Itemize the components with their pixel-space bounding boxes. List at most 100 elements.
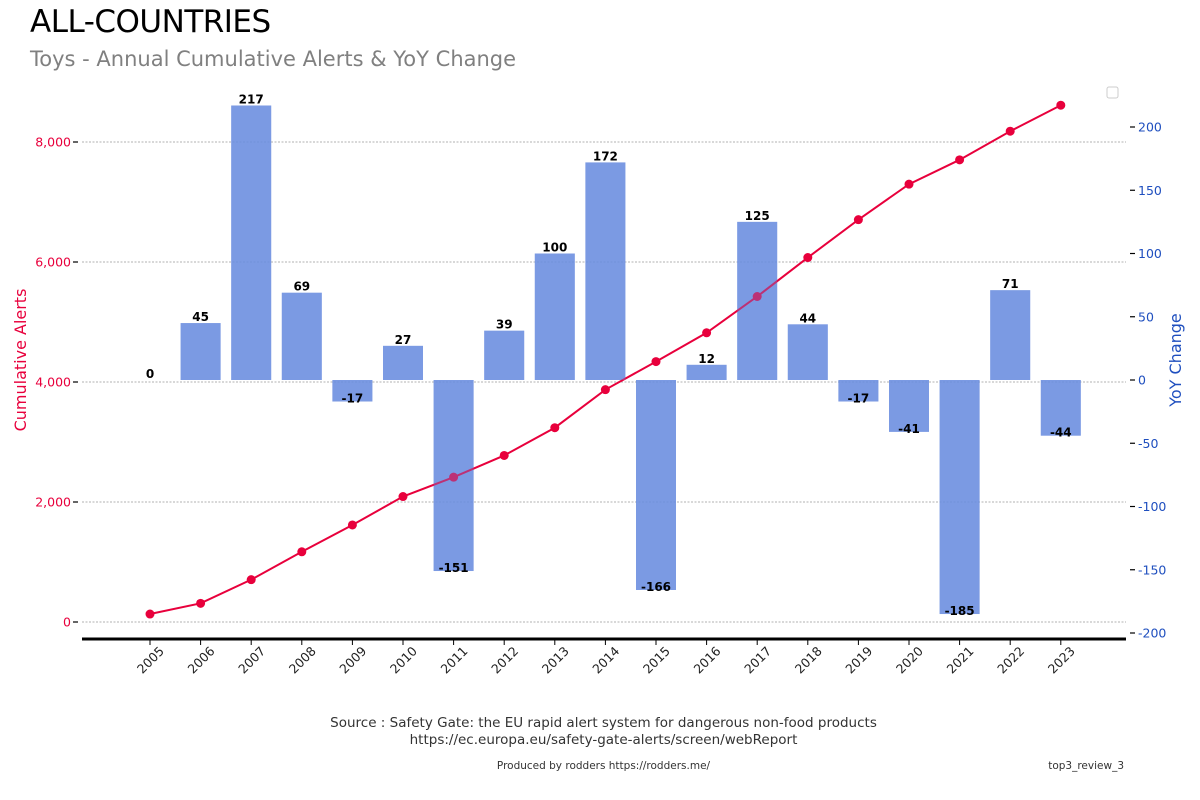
x-tick-label: 2018 — [792, 643, 825, 676]
cumulative-point[interactable] — [246, 575, 256, 585]
cumulative-point[interactable] — [955, 155, 965, 165]
bar-value-label: -185 — [945, 604, 975, 618]
cumulative-point[interactable] — [398, 492, 408, 502]
right-tick-label: 0 — [1138, 373, 1146, 388]
bar-value-label: -166 — [641, 580, 671, 594]
left-tick-label: 4,000 — [35, 375, 71, 390]
x-tick-label: 2021 — [944, 643, 977, 676]
yoy-bar[interactable] — [939, 380, 980, 615]
bar-value-label: -151 — [439, 561, 469, 575]
right-tick-label: -50 — [1138, 436, 1158, 451]
cumulative-point[interactable] — [803, 253, 813, 263]
yoy-bar[interactable] — [686, 364, 727, 380]
x-tick-label: 2014 — [589, 643, 622, 676]
left-tick-label: 0 — [63, 615, 71, 630]
chart-subtitle: Toys - Annual Cumulative Alerts & YoY Ch… — [30, 47, 517, 71]
right-axis: 200 150 100 50 0 -50 -100 -150 -200 — [1130, 120, 1166, 641]
legend-box[interactable] — [1106, 86, 1119, 99]
right-tick-label: -100 — [1138, 499, 1166, 514]
x-tick-label: 2008 — [286, 643, 319, 676]
source-note: Source : Safety Gate: the EU rapid alert… — [0, 715, 1200, 749]
cumulative-point[interactable] — [853, 215, 863, 225]
x-tick-label: 2009 — [336, 643, 369, 676]
cumulative-point[interactable] — [347, 520, 357, 530]
yoy-bar[interactable] — [990, 290, 1031, 380]
cumulative-point[interactable] — [1056, 100, 1066, 110]
cumulative-point[interactable] — [651, 357, 661, 367]
x-tick-label: 2006 — [185, 643, 218, 676]
left-axis: 0 2,000 4,000 6,000 8,000 — [35, 135, 78, 630]
cumulative-point[interactable] — [499, 450, 509, 460]
bar-value-label: -17 — [342, 392, 364, 406]
yoy-bar[interactable] — [484, 330, 525, 380]
bar-value-label: -41 — [898, 422, 920, 436]
yoy-bar[interactable] — [636, 380, 676, 590]
cumulative-point[interactable] — [145, 609, 155, 619]
bar-value-label: -44 — [1050, 426, 1072, 440]
bar-value-label: 44 — [799, 311, 816, 325]
bar-value-label: 100 — [542, 241, 567, 255]
yoy-bar[interactable] — [231, 105, 272, 381]
x-tick-label: 2020 — [893, 643, 926, 676]
left-axis-title: Cumulative Alerts — [11, 289, 30, 432]
bar-value-label: 172 — [593, 149, 618, 163]
x-tick-label: 2011 — [438, 643, 471, 676]
cumulative-point[interactable] — [196, 598, 206, 608]
bar-value-label: 125 — [745, 209, 770, 223]
yoy-bar[interactable] — [332, 380, 373, 402]
cumulative-point[interactable] — [600, 385, 610, 395]
yoy-bar[interactable] — [534, 253, 575, 381]
x-tick-label: 2010 — [387, 643, 420, 676]
x-tick-label: 2023 — [1045, 643, 1078, 676]
yoy-bar[interactable] — [180, 323, 221, 380]
left-tick-label: 2,000 — [35, 495, 71, 510]
bar-value-label: 217 — [239, 92, 264, 106]
left-tick-label: 8,000 — [35, 135, 71, 150]
x-tick-label: 2015 — [640, 643, 673, 676]
x-tick-label: 2005 — [134, 643, 167, 676]
left-tick-label: 6,000 — [35, 255, 71, 270]
yoy-bar[interactable] — [383, 345, 423, 380]
bar-value-label: 27 — [395, 333, 412, 347]
yoy-bar[interactable] — [585, 162, 626, 380]
bar-value-label: 71 — [1002, 277, 1019, 291]
right-tick-label: 50 — [1138, 309, 1154, 324]
yoy-bar[interactable] — [889, 380, 929, 432]
bar-value-label: 39 — [496, 318, 513, 332]
yoy-bar[interactable] — [1040, 380, 1081, 436]
cumulative-point[interactable] — [449, 472, 459, 482]
source-line-1: Source : Safety Gate: the EU rapid alert… — [330, 715, 877, 731]
bar-value-label: 69 — [293, 280, 310, 294]
yoy-bar[interactable] — [281, 292, 322, 380]
yoy-bar[interactable] — [838, 380, 879, 402]
bar-value-label: 0 — [146, 367, 154, 381]
yoy-bars — [180, 105, 1081, 615]
x-tick-label: 2012 — [488, 643, 521, 676]
right-tick-label: 200 — [1138, 120, 1162, 135]
source-line-2: https://ec.europa.eu/safety-gate-alerts/… — [409, 732, 798, 748]
x-tick-label: 2013 — [539, 643, 572, 676]
right-tick-label: -150 — [1138, 562, 1166, 577]
cumulative-point[interactable] — [1005, 126, 1015, 136]
cumulative-point[interactable] — [752, 292, 762, 301]
chart-title: ALL-COUNTRIES — [30, 4, 271, 40]
bar-value-label: 45 — [192, 310, 209, 324]
bar-value-label: 12 — [698, 352, 715, 366]
cumulative-point[interactable] — [702, 328, 712, 338]
chart-tag: top3_review_3 — [1048, 760, 1124, 772]
cumulative-point[interactable] — [550, 423, 560, 433]
x-axis: 2005 2006 2007 2008 2009 2010 2011 2012 2013 2014… — [82, 637, 1126, 677]
bar-value-label: -17 — [848, 392, 870, 406]
x-tick-label: 2019 — [842, 643, 875, 676]
produced-by: Produced by rodders https://rodders.me/ — [496, 760, 711, 772]
right-axis-title: YoY Change — [1166, 313, 1185, 408]
x-tick-label: 2022 — [994, 643, 1027, 676]
bar-labels: 0 45 217 69 -17 27 -151 39 100 172 -166 12 125 44 -17 -… — [146, 92, 1072, 618]
x-tick-label: 2007 — [235, 643, 268, 676]
cumulative-point[interactable] — [904, 179, 914, 189]
right-tick-label: 150 — [1138, 183, 1162, 198]
cumulative-point[interactable] — [297, 547, 307, 557]
x-tick-label: 2016 — [691, 643, 724, 676]
yoy-bar[interactable] — [787, 324, 828, 380]
